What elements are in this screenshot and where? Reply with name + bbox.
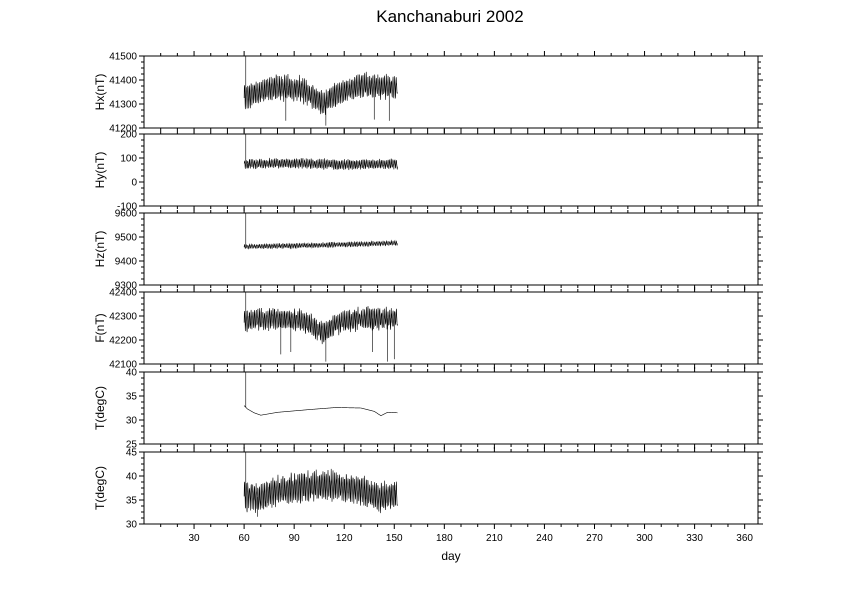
y-axis-label: Hz(nT): [93, 231, 107, 268]
y-tick-label: 40: [126, 472, 138, 483]
y-tick-label: 9400: [115, 257, 138, 268]
y-tick-label: 40: [126, 368, 138, 379]
panel-frame: [143, 133, 759, 207]
panel-frame: [143, 451, 759, 525]
y-tick-label: -100: [117, 202, 137, 213]
y-tick-label: 41500: [109, 52, 137, 63]
data-series-line: [243, 157, 398, 171]
y-tick-label: 0: [131, 178, 137, 189]
y-tick-label: 35: [126, 496, 138, 507]
x-tick-label: 30: [188, 533, 200, 544]
panel-frame: [143, 371, 759, 445]
y-axis-label: F(nT): [93, 313, 107, 342]
x-tick-label: 90: [289, 533, 301, 544]
y-tick-label: 200: [120, 130, 137, 141]
y-tick-label: 30: [126, 416, 138, 427]
panel-frame: [143, 55, 759, 129]
y-tick-label: 42100: [109, 360, 137, 371]
x-tick-label: 270: [586, 533, 603, 544]
x-tick-label: 240: [536, 533, 553, 544]
y-axis-label: T(degC): [93, 386, 107, 430]
y-tick-label: 42300: [109, 312, 137, 323]
y-axis-label: Hy(nT): [93, 152, 107, 189]
y-tick-label: 42400: [109, 288, 137, 299]
x-tick-label: 150: [386, 533, 403, 544]
y-tick-label: 45: [126, 448, 138, 459]
x-axis-label: day: [441, 549, 460, 563]
data-series-line: [243, 239, 398, 250]
y-tick-label: 30: [126, 520, 138, 531]
chart-title: Kanchanaburi 2002: [376, 7, 523, 26]
x-tick-label: 300: [636, 533, 653, 544]
y-tick-label: 41400: [109, 76, 137, 87]
y-tick-label: 41200: [109, 124, 137, 135]
y-tick-label: 9500: [115, 233, 138, 244]
y-axis-label: Hx(nT): [93, 74, 107, 111]
panel-frame: [143, 291, 759, 365]
y-tick-label: 35: [126, 392, 138, 403]
y-tick-label: 100: [120, 154, 137, 165]
x-tick-label: 120: [336, 533, 353, 544]
y-tick-label: 41300: [109, 100, 137, 111]
data-series-line: [243, 306, 398, 345]
data-series-line: [243, 71, 398, 115]
data-series-line: [243, 405, 398, 416]
x-tick-label: 360: [736, 533, 753, 544]
data-series-line: [243, 468, 398, 514]
x-tick-label: 180: [436, 533, 453, 544]
x-tick-label: 60: [239, 533, 251, 544]
y-tick-label: 42200: [109, 336, 137, 347]
y-tick-label: 9300: [115, 281, 138, 292]
x-tick-label: 330: [686, 533, 703, 544]
y-axis-label: T(degC): [93, 466, 107, 510]
y-tick-label: 9600: [115, 209, 138, 220]
x-tick-label: 210: [486, 533, 503, 544]
y-tick-label: 25: [126, 440, 138, 451]
panel-frame: [143, 212, 759, 286]
